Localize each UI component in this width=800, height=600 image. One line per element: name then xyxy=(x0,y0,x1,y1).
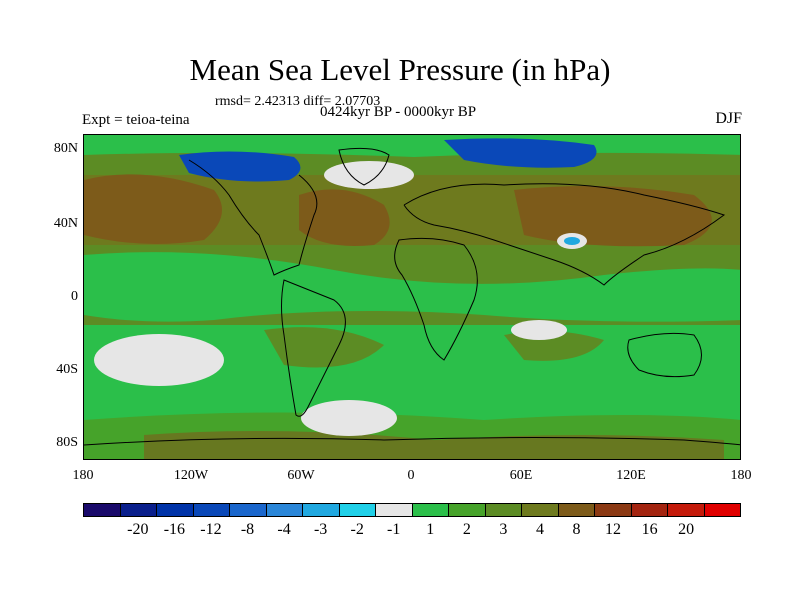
colorbar-swatch xyxy=(266,504,303,516)
lon-label-180e: 180 xyxy=(730,468,752,483)
colorbar-swatch xyxy=(631,504,668,516)
colorbar-swatch xyxy=(522,504,559,516)
lon-label-120w: 120W xyxy=(173,468,209,483)
gray-blob-south-atlantic xyxy=(301,400,397,436)
colorbar-label: -3 xyxy=(313,521,328,538)
eurasia-coast xyxy=(403,183,726,286)
colorbar-swatch xyxy=(668,504,705,516)
colorbar-swatch xyxy=(120,504,157,516)
north-america-coast xyxy=(188,159,318,276)
colorbar-label: -1 xyxy=(387,521,401,538)
colorbar xyxy=(83,503,741,517)
colorbar-label: -8 xyxy=(240,521,255,538)
map-svg xyxy=(84,135,740,459)
period-label: 0424kyr BP - 0000kyr BP xyxy=(320,104,477,120)
lon-label-60w: 60W xyxy=(287,468,315,483)
lon-label-120e: 120E xyxy=(616,468,646,483)
lon-label-60e: 60E xyxy=(509,468,533,483)
lat-label-40n: 40N xyxy=(53,216,78,231)
antarctica-coast xyxy=(84,437,740,446)
south-olive-patches xyxy=(264,327,384,368)
tropical-green-band xyxy=(84,252,740,322)
colorbar-swatch xyxy=(412,504,449,516)
colorbar-swatch xyxy=(339,504,376,516)
colorbar-label: -4 xyxy=(277,521,291,538)
colorbar-label: 12 xyxy=(605,521,622,538)
africa-coast xyxy=(394,237,478,361)
coastlines xyxy=(84,147,740,446)
colorbar-swatch xyxy=(704,504,740,516)
lon-label-180w: 180 xyxy=(72,468,94,483)
colorbar-label: 3 xyxy=(499,521,508,538)
colorbar-swatch xyxy=(376,504,413,516)
south-america-coast xyxy=(281,279,346,417)
australia-coast xyxy=(627,332,702,378)
colorbar-swatch xyxy=(193,504,230,516)
colorbar-label: -16 xyxy=(163,521,186,538)
colorbar-label: 1 xyxy=(426,521,435,538)
colorbar-swatch xyxy=(84,504,121,516)
north-pacific-high xyxy=(84,174,222,244)
colorbar-label: 2 xyxy=(462,521,471,538)
colorbar-swatch xyxy=(485,504,522,516)
colorbar-swatch xyxy=(157,504,194,516)
colorbar-swatch xyxy=(595,504,632,516)
colorbar-label: -2 xyxy=(350,521,364,538)
colorbar-swatch xyxy=(558,504,595,516)
experiment-label: Expt = teioa-teina xyxy=(82,112,190,128)
colorbar-swatch xyxy=(230,504,267,516)
colorbar-label: 8 xyxy=(572,521,581,538)
lat-label-40s: 40S xyxy=(56,362,78,377)
lat-label-80s: 80S xyxy=(56,435,78,450)
season-label: DJF xyxy=(715,110,742,127)
colorbar-label: 16 xyxy=(641,521,658,538)
plot-title: Mean Sea Level Pressure (in hPa) xyxy=(189,52,611,87)
blue-anomaly-eurasia xyxy=(444,138,597,168)
gray-blob-arctic xyxy=(324,161,414,189)
rmsd-diff-stats: rmsd= 2.42313 diff= 2.07703 xyxy=(215,94,381,109)
pressure-map xyxy=(83,134,741,460)
blue-light-tibet xyxy=(564,237,580,245)
gray-blob-indian xyxy=(511,320,567,340)
colorbar-label: 4 xyxy=(535,521,544,538)
gray-blob-south-pacific xyxy=(94,334,224,386)
colorbar-label: 20 xyxy=(678,521,695,538)
lat-label-eq: 0 xyxy=(71,289,78,304)
colorbar-label: -20 xyxy=(127,521,149,538)
lat-label-80n: 80N xyxy=(53,141,78,156)
north-atlantic-high xyxy=(299,189,390,246)
lon-label-0: 0 xyxy=(407,468,415,483)
colorbar-swatch xyxy=(449,504,486,516)
colorbar-label: -12 xyxy=(200,521,222,538)
asia-high xyxy=(514,186,712,247)
colorbar-swatch xyxy=(303,504,340,516)
greenland-coast xyxy=(338,147,390,186)
